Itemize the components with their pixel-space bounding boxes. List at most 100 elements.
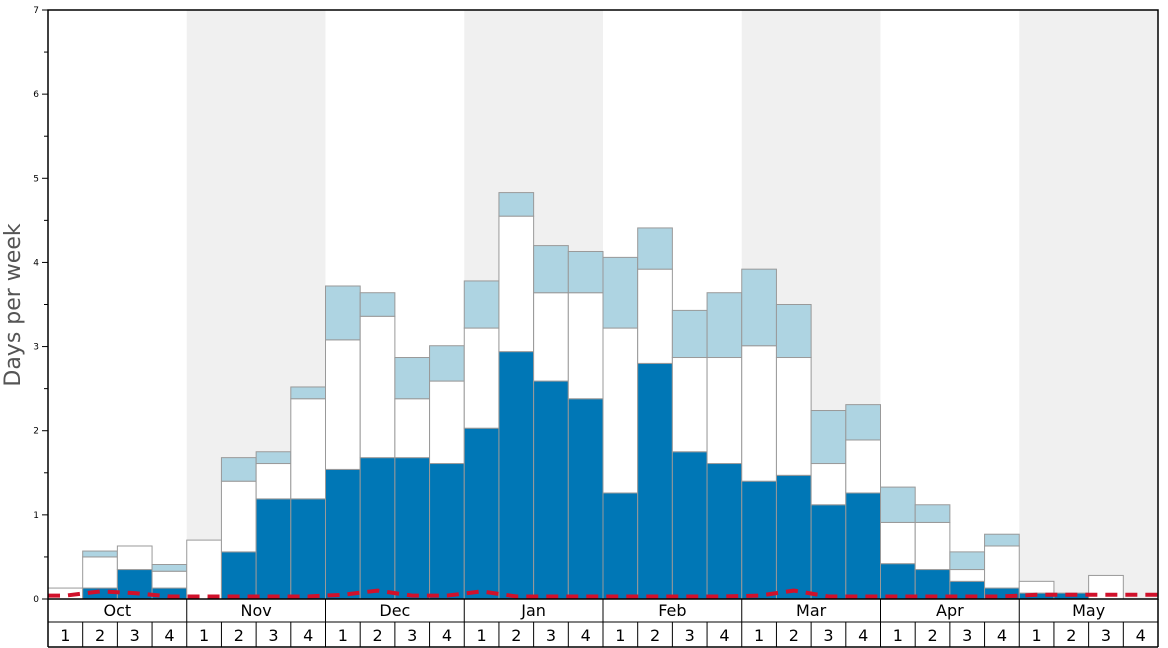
- bar-segment-series_3: [741, 268, 777, 347]
- bar-segment-series_3: [984, 533, 1020, 547]
- week-label: 3: [1101, 626, 1111, 645]
- bar-segment-series_2: [706, 357, 743, 465]
- week-label: 4: [997, 626, 1007, 645]
- bar-segment-series_3: [498, 192, 535, 217]
- bar-segment-series_3: [810, 410, 847, 465]
- week-label: 2: [927, 626, 937, 645]
- bar-segment-series_1: [429, 463, 465, 600]
- bar-segment-series_3: [429, 345, 465, 382]
- week-label: 4: [581, 626, 591, 645]
- bar-segment-series_2: [949, 569, 986, 582]
- y-axis: 0 1 2 3 4 5 6 7: [33, 6, 48, 605]
- bar-segment-series_2: [82, 556, 118, 589]
- bar-segment-series_3: [255, 451, 292, 465]
- bar-segment-series_2: [290, 398, 326, 500]
- bar-segment-series_1: [671, 451, 708, 600]
- week-label: 3: [407, 626, 417, 645]
- bar-segment-series_3: [637, 227, 673, 270]
- week-label: 1: [615, 626, 625, 645]
- week-label: 3: [685, 626, 695, 645]
- week-label: 2: [95, 626, 105, 645]
- week-label: 4: [164, 626, 174, 645]
- bar-segment-series_3: [914, 504, 951, 523]
- week-label: 1: [60, 626, 70, 645]
- bar-segment-series_2: [775, 357, 812, 476]
- week-label: 1: [199, 626, 209, 645]
- week-label: 1: [893, 626, 903, 645]
- bar-segment-series_3: [845, 404, 881, 441]
- bar-segment-series_2: [671, 357, 708, 453]
- bar-segment-series_3: [775, 304, 812, 359]
- bar-segment-series_3: [394, 357, 431, 400]
- month-band: [1019, 10, 1158, 599]
- week-label: 2: [1066, 626, 1076, 645]
- week-label: 2: [511, 626, 521, 645]
- week-label: 3: [962, 626, 972, 645]
- month-label: Mar: [796, 601, 827, 620]
- week-label: 4: [303, 626, 313, 645]
- bar-segment-series_1: [567, 398, 604, 600]
- bar-segment-series_3: [359, 292, 396, 317]
- week-label: 3: [268, 626, 278, 645]
- week-label: 4: [719, 626, 729, 645]
- bar-segment-series_1: [498, 351, 535, 600]
- week-label: 2: [234, 626, 244, 645]
- bar-segment-series_3: [567, 250, 604, 294]
- week-label: 2: [789, 626, 799, 645]
- month-label: Apr: [936, 601, 964, 620]
- month-label: Dec: [379, 601, 410, 620]
- bar-segment-series_1: [325, 468, 361, 600]
- bar-segment-series_1: [880, 563, 916, 600]
- week-label: 2: [372, 626, 382, 645]
- bar-segment-series_1: [637, 362, 673, 600]
- bar-segment-series_1: [359, 457, 396, 600]
- bar-segment-series_2: [220, 480, 257, 553]
- bar-segment-series_2: [498, 215, 535, 353]
- bar-segment-series_1: [845, 492, 881, 600]
- bar-segment-series_2: [637, 268, 673, 364]
- bar-segment-series_1: [394, 457, 431, 600]
- bar-segment-series_1: [914, 569, 951, 600]
- bar-segment-series_2: [463, 327, 500, 429]
- bar-segment-series_1: [706, 463, 743, 600]
- bar-segment-series_2: [359, 315, 396, 459]
- week-label: 4: [1136, 626, 1146, 645]
- week-label: 1: [1032, 626, 1042, 645]
- week-label: 1: [338, 626, 348, 645]
- bar-segment-series_1: [255, 498, 292, 600]
- y-tick-label: 3: [33, 343, 39, 353]
- bar-segment-series_2: [1018, 580, 1055, 594]
- bar-segment-series_2: [602, 327, 639, 494]
- bar-segment-series_3: [706, 292, 743, 359]
- week-label: 3: [546, 626, 556, 645]
- bar-segment-series_2: [394, 398, 431, 459]
- bar-segment-series_1: [533, 380, 569, 600]
- month-label: Feb: [658, 601, 686, 620]
- week-label: 4: [858, 626, 868, 645]
- week-label: 3: [130, 626, 140, 645]
- month-label: Oct: [104, 601, 132, 620]
- bar-segment-series_3: [82, 550, 118, 558]
- bar-segment-series_2: [810, 463, 847, 506]
- bar-segment-series_2: [880, 521, 916, 565]
- bar-segment-series_2: [255, 463, 292, 500]
- week-label: 4: [442, 626, 452, 645]
- y-axis-label: Days per week: [1, 223, 26, 386]
- bar-segment-series_3: [290, 386, 326, 400]
- y-tick-label: 6: [33, 90, 39, 100]
- month-label: Nov: [241, 601, 272, 620]
- bar-segment-series_2: [741, 345, 777, 482]
- bar-segment-series_3: [220, 457, 257, 482]
- bar-segment-series_1: [463, 427, 500, 600]
- bar-segment-series_2: [984, 545, 1020, 589]
- bar-series: [47, 192, 1124, 600]
- bar-segment-series_3: [602, 256, 639, 329]
- week-label: 1: [754, 626, 764, 645]
- bar-segment-series_3: [325, 285, 361, 341]
- bar-segment-series_1: [741, 480, 777, 600]
- bar-segment-series_3: [533, 245, 569, 294]
- x-axis: Oct Nov Dec Jan Feb Mar Apr May 1 2 3 4 1 2 3 4 1 2 3 4 1 2 3 4…: [47, 599, 1159, 648]
- month-label: Jan: [520, 601, 546, 620]
- y-tick-label: 7: [33, 6, 39, 16]
